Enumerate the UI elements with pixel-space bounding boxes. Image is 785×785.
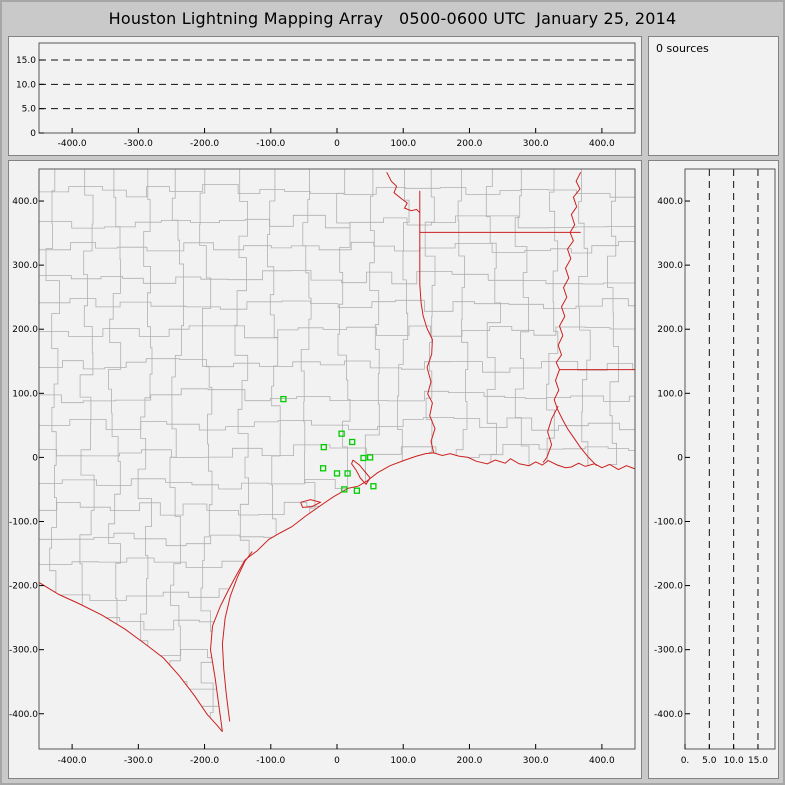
source-count-panel: 0 sources — [648, 36, 779, 156]
svg-text:-300.0: -300.0 — [124, 139, 153, 149]
svg-text:-300.0: -300.0 — [124, 756, 153, 766]
svg-text:200.0: 200.0 — [457, 756, 483, 766]
svg-text:-200.0: -200.0 — [9, 582, 38, 592]
svg-text:0: 0 — [32, 453, 38, 463]
svg-text:300.0: 300.0 — [12, 261, 38, 271]
svg-text:-100.0: -100.0 — [256, 756, 285, 766]
svg-text:-100.0: -100.0 — [654, 517, 683, 527]
svg-text:-300.0: -300.0 — [9, 646, 38, 656]
svg-text:400.0: 400.0 — [589, 139, 615, 149]
svg-text:0.: 0. — [681, 756, 690, 766]
svg-text:0: 0 — [30, 129, 36, 139]
svg-text:400.0: 400.0 — [589, 756, 615, 766]
svg-text:400.0: 400.0 — [657, 197, 683, 207]
svg-text:300.0: 300.0 — [657, 261, 683, 271]
svg-text:-200.0: -200.0 — [190, 756, 219, 766]
svg-text:100.0: 100.0 — [12, 389, 38, 399]
svg-text:-400.0: -400.0 — [58, 139, 87, 149]
altitude-ew-plot[interactable]: -400.0 -300.0 -200.0 -100.0 0 100.0 200.0 300.0… — [9, 37, 641, 155]
svg-text:15.0: 15.0 — [16, 56, 36, 66]
svg-text:5.0: 5.0 — [702, 756, 717, 766]
svg-text:0: 0 — [334, 139, 340, 149]
svg-text:5.0: 5.0 — [22, 105, 37, 115]
svg-text:100.0: 100.0 — [390, 139, 416, 149]
window-title: Houston Lightning Mapping Array 0500-060… — [108, 9, 677, 28]
svg-text:-400.0: -400.0 — [58, 756, 87, 766]
svg-text:300.0: 300.0 — [523, 139, 549, 149]
svg-text:10.0: 10.0 — [16, 80, 36, 90]
svg-text:100.0: 100.0 — [390, 756, 416, 766]
svg-text:-400.0: -400.0 — [654, 710, 683, 720]
plan-view-map-panel: -400.0 -300.0 -200.0 -100.0 0 100.0 200.0 300.0… — [8, 160, 642, 779]
svg-text:15.0: 15.0 — [748, 756, 768, 766]
altitude-ew-panel: -400.0 -300.0 -200.0 -100.0 0 100.0 200.0 300.0… — [8, 36, 642, 156]
svg-text:200.0: 200.0 — [657, 325, 683, 335]
altitude-ns-plot[interactable]: 0. 5.0 10.0 15.0 400.0 300.0 200.0 100.0 0 -100.0… — [649, 161, 778, 778]
svg-text:-400.0: -400.0 — [9, 710, 38, 720]
plan-view-map-plot[interactable]: -400.0 -300.0 -200.0 -100.0 0 100.0 200.0 300.0… — [9, 161, 641, 778]
svg-text:0: 0 — [677, 453, 683, 463]
svg-text:-100.0: -100.0 — [256, 139, 285, 149]
svg-text:0: 0 — [334, 756, 340, 766]
svg-text:-200.0: -200.0 — [654, 582, 683, 592]
altitude-ns-panel: 0. 5.0 10.0 15.0 400.0 300.0 200.0 100.0 0 -100.0… — [648, 160, 779, 779]
svg-text:-300.0: -300.0 — [654, 646, 683, 656]
source-count-label: 0 sources — [656, 42, 709, 55]
svg-text:-200.0: -200.0 — [190, 139, 219, 149]
svg-text:200.0: 200.0 — [457, 139, 483, 149]
svg-text:400.0: 400.0 — [12, 197, 38, 207]
svg-text:10.0: 10.0 — [724, 756, 744, 766]
svg-text:100.0: 100.0 — [657, 389, 683, 399]
svg-text:200.0: 200.0 — [12, 325, 38, 335]
svg-text:300.0: 300.0 — [523, 756, 549, 766]
svg-text:-100.0: -100.0 — [9, 517, 38, 527]
